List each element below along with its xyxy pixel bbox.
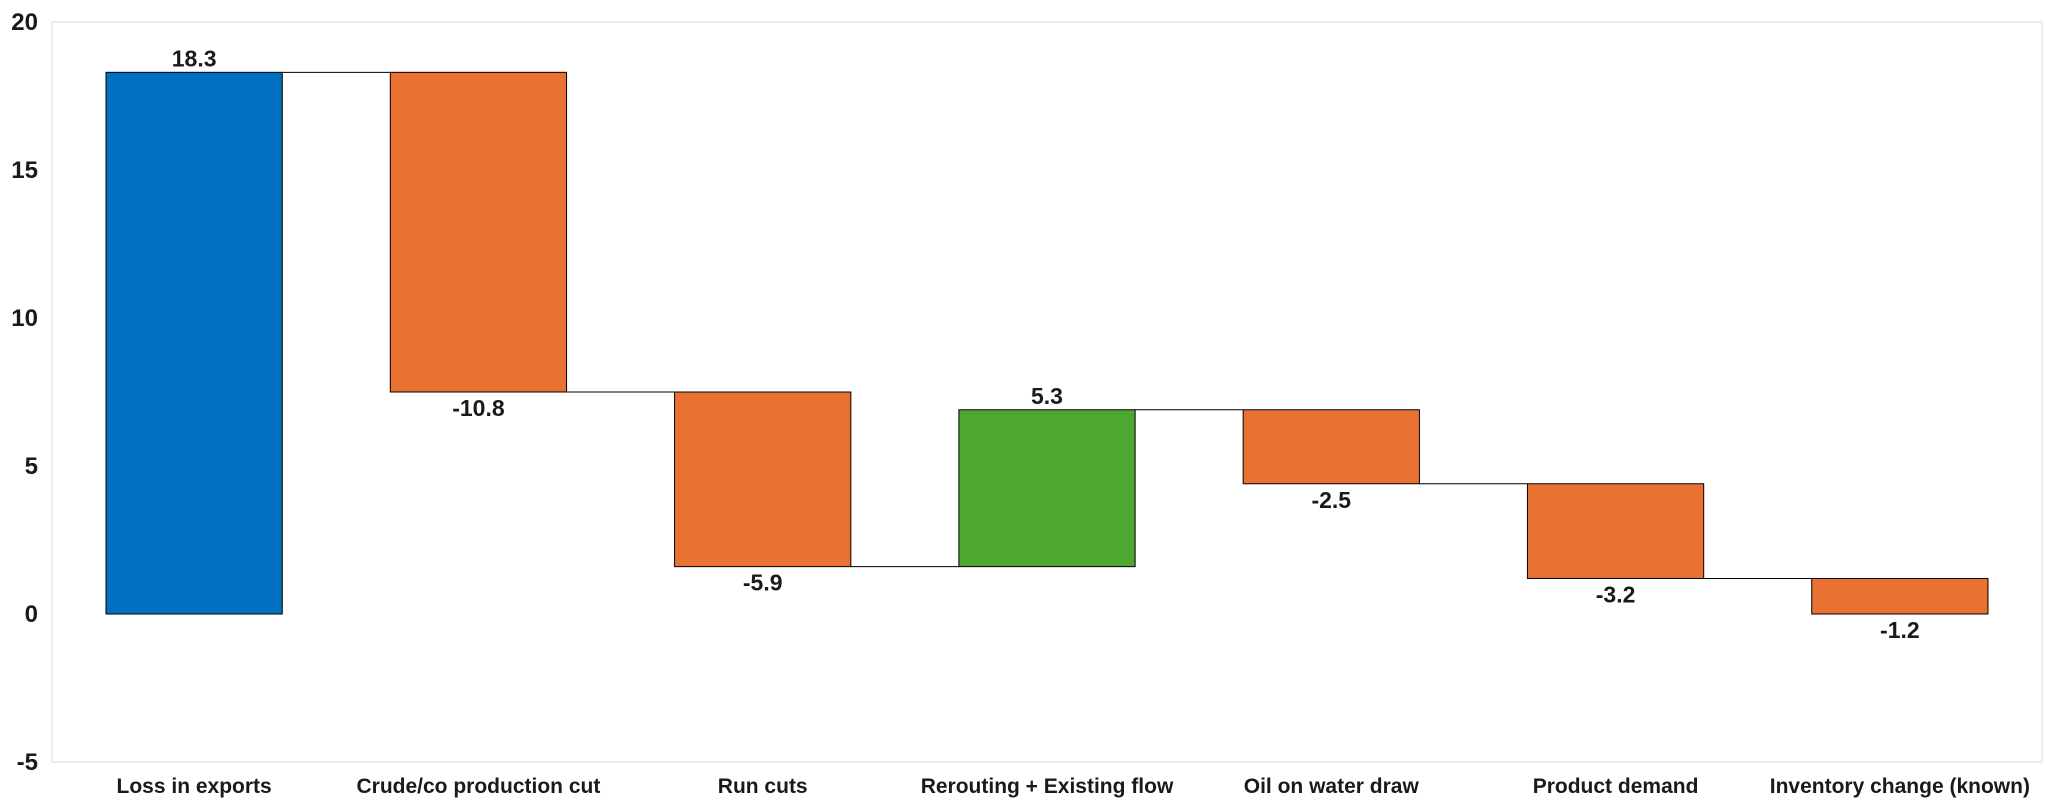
category-label: Crude/co production cut <box>357 775 601 798</box>
bar-increase <box>958 409 1136 568</box>
y-tick-label: 0 <box>25 601 38 628</box>
category-label: Loss in exports <box>117 775 272 798</box>
category-label: Inventory change (known) <box>1770 775 2030 798</box>
bar-decrease <box>389 71 568 393</box>
data-label: -10.8 <box>452 395 505 421</box>
bar-decrease <box>1242 409 1420 485</box>
data-label: -3.2 <box>1596 581 1636 607</box>
category-label: Rerouting + Existing flow <box>921 775 1174 798</box>
data-label: -2.5 <box>1311 487 1351 513</box>
bar-total <box>105 71 283 615</box>
bar-decrease <box>1526 483 1705 579</box>
y-tick-label: 20 <box>11 9 38 36</box>
category-label: Oil on water draw <box>1244 775 1420 798</box>
plot-area-border <box>51 21 2043 763</box>
bars <box>105 71 1989 615</box>
y-tick-label: -5 <box>17 749 38 776</box>
data-label: -5.9 <box>743 570 783 596</box>
bar-decrease <box>1811 577 1989 615</box>
y-tick-label: 10 <box>11 305 38 332</box>
connectors <box>282 71 1812 579</box>
bar-decrease <box>674 391 852 568</box>
labels: 18.3 Loss in exports -10.8 Crude/co product… <box>117 45 2030 798</box>
y-tick-label: 5 <box>25 453 38 480</box>
category-label: Product demand <box>1533 775 1699 798</box>
axes: -5 0 5 10 15 20 <box>11 9 2043 776</box>
data-label: -1.2 <box>1880 617 1920 643</box>
y-tick-label: 15 <box>11 157 38 184</box>
data-label: 5.3 <box>1031 383 1063 409</box>
data-label: 18.3 <box>172 45 217 71</box>
category-label: Run cuts <box>718 775 808 798</box>
